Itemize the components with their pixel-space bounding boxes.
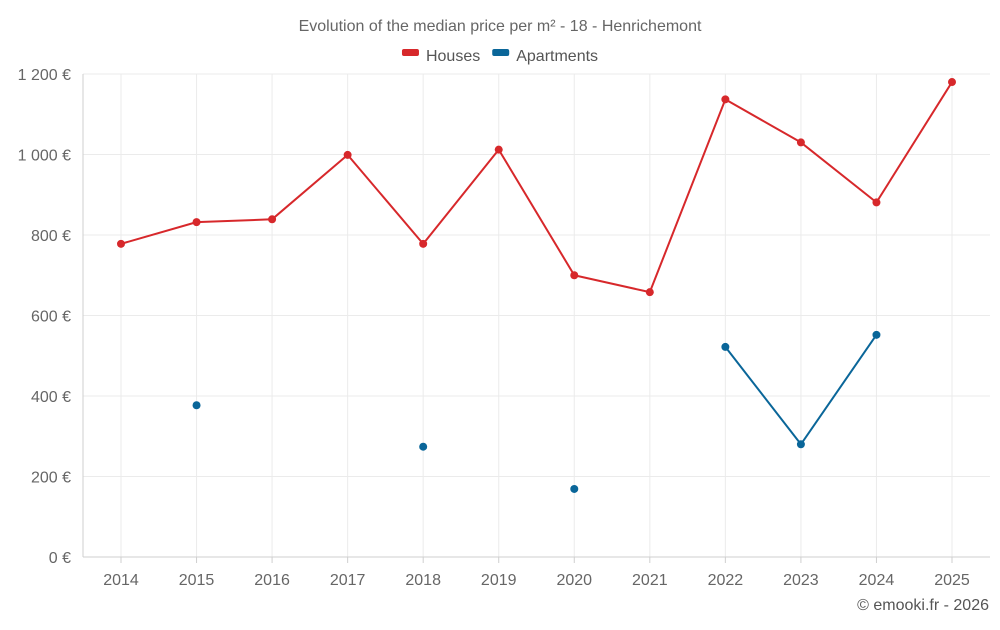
houses-line-segment bbox=[648, 98, 727, 294]
apartments-line-segment bbox=[799, 333, 878, 446]
y-tick-label: 600 € bbox=[31, 309, 71, 326]
houses-line-segment bbox=[573, 274, 651, 294]
houses-point-2023[interactable] bbox=[796, 138, 805, 147]
series-houses bbox=[117, 78, 956, 297]
legend-swatch-houses bbox=[401, 49, 419, 56]
x-axis: 2014 2015 2016 2017 2018 2019 2020 2021 2022 2023… bbox=[83, 556, 990, 589]
x-tick-label: 2019 bbox=[481, 572, 517, 589]
houses-point-2016[interactable] bbox=[268, 215, 277, 224]
x-tick-label: 2016 bbox=[254, 572, 290, 589]
houses-line-segment bbox=[497, 148, 576, 277]
x-tick-label: 2024 bbox=[859, 572, 895, 589]
houses-point-2020[interactable] bbox=[570, 271, 579, 280]
y-tick-label: 0 € bbox=[49, 550, 71, 567]
x-tick-label: 2022 bbox=[708, 572, 744, 589]
x-tick-label: 2014 bbox=[103, 572, 139, 589]
apartments-point-2020[interactable] bbox=[570, 484, 579, 493]
houses-line-segment bbox=[120, 221, 198, 245]
chart-title: Evolution of the median price per m² - 1… bbox=[299, 18, 702, 35]
series-apartments bbox=[192, 330, 881, 493]
x-tick-label: 2020 bbox=[556, 572, 592, 589]
y-tick-label: 200 € bbox=[31, 470, 71, 487]
houses-line-segment bbox=[271, 153, 349, 221]
legend-swatch-apartments bbox=[492, 49, 510, 56]
apartments-point-2018[interactable] bbox=[419, 442, 428, 451]
x-tick-label: 2015 bbox=[179, 572, 215, 589]
y-tick-label: 1 200 € bbox=[18, 67, 71, 84]
x-tick-label: 2018 bbox=[405, 572, 441, 589]
houses-point-2015[interactable] bbox=[192, 218, 201, 227]
y-tick-label: 1 000 € bbox=[18, 148, 71, 165]
x-tick-label: 2025 bbox=[934, 572, 970, 589]
y-tick-label: 400 € bbox=[31, 389, 71, 406]
houses-line-segment bbox=[799, 141, 878, 204]
houses-line-segment bbox=[346, 153, 425, 245]
houses-line-segment bbox=[724, 98, 802, 144]
legend-item-houses[interactable]: Houses bbox=[401, 48, 480, 65]
houses-line-segment bbox=[875, 81, 953, 204]
apartments-line-segment bbox=[724, 345, 802, 446]
legend: Houses Apartments bbox=[401, 48, 598, 65]
houses-line-segment bbox=[195, 218, 274, 224]
houses-point-2021[interactable] bbox=[645, 288, 654, 297]
x-tick-label: 2023 bbox=[783, 572, 819, 589]
legend-item-apartments[interactable]: Apartments bbox=[492, 48, 598, 65]
houses-line-segment bbox=[422, 148, 500, 245]
houses-point-2022[interactable] bbox=[721, 95, 730, 104]
legend-label-houses: Houses bbox=[426, 48, 480, 65]
houses-point-2025[interactable] bbox=[948, 78, 956, 87]
x-tick-label: 2017 bbox=[330, 572, 366, 589]
series-layer bbox=[117, 78, 956, 493]
y-axis: 0 € 200 € 400 € 600 € 800 € 1 000 € 1 200 € bbox=[18, 67, 84, 567]
y-tick-label: 800 € bbox=[31, 228, 71, 245]
houses-point-2019[interactable] bbox=[494, 145, 503, 154]
credit-label: © emooki.fr - 2026 bbox=[857, 597, 989, 614]
apartments-point-2023[interactable] bbox=[796, 440, 805, 449]
houses-point-2017[interactable] bbox=[343, 150, 352, 159]
grid bbox=[83, 73, 990, 558]
houses-point-2018[interactable] bbox=[419, 239, 428, 248]
apartments-point-2015[interactable] bbox=[192, 401, 201, 410]
apartments-point-2022[interactable] bbox=[721, 342, 730, 351]
houses-point-2024[interactable] bbox=[872, 198, 881, 207]
legend-label-apartments: Apartments bbox=[516, 48, 598, 65]
apartments-point-2024[interactable] bbox=[872, 330, 881, 339]
x-tick-label: 2021 bbox=[632, 572, 668, 589]
houses-point-2014[interactable] bbox=[117, 239, 125, 248]
